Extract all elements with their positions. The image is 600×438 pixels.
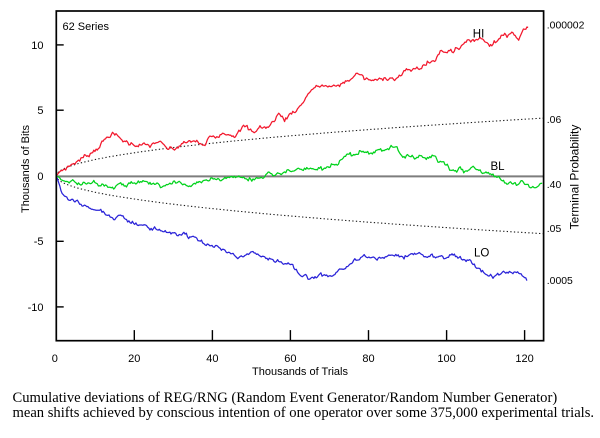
svg-text:.06: .06 — [547, 115, 562, 126]
svg-text:100: 100 — [437, 353, 455, 365]
svg-text:0: 0 — [37, 171, 43, 183]
svg-text:Thousands of Trials: Thousands of Trials — [252, 366, 348, 378]
svg-text:Terminal Probability: Terminal Probability — [568, 125, 582, 230]
svg-text:-5: -5 — [34, 236, 44, 248]
svg-text:LO: LO — [474, 248, 489, 260]
svg-text:60: 60 — [284, 353, 296, 365]
svg-text:.40: .40 — [547, 180, 562, 191]
svg-text:Thousands of Bits: Thousands of Bits — [20, 124, 32, 213]
svg-text:10: 10 — [31, 40, 43, 52]
svg-text:62 Series: 62 Series — [63, 21, 110, 33]
svg-text:BL: BL — [491, 161, 506, 173]
svg-text:0: 0 — [52, 353, 58, 365]
svg-text:.000002: .000002 — [547, 21, 585, 32]
svg-text:40: 40 — [206, 353, 218, 365]
svg-text:HI: HI — [473, 28, 485, 40]
svg-text:20: 20 — [128, 353, 140, 365]
svg-text:80: 80 — [362, 353, 374, 365]
svg-text:.0005: .0005 — [547, 276, 573, 287]
svg-text:120: 120 — [515, 353, 533, 365]
svg-text:5: 5 — [37, 105, 43, 117]
svg-text:.05: .05 — [547, 224, 562, 235]
svg-text:-10: -10 — [28, 302, 44, 314]
